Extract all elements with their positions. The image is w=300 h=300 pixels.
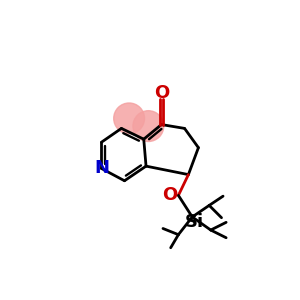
Text: Si: Si (185, 213, 204, 231)
Text: N: N (94, 159, 109, 177)
Circle shape (114, 103, 145, 134)
Text: O: O (154, 84, 169, 102)
Circle shape (133, 111, 164, 142)
Text: O: O (162, 186, 178, 204)
